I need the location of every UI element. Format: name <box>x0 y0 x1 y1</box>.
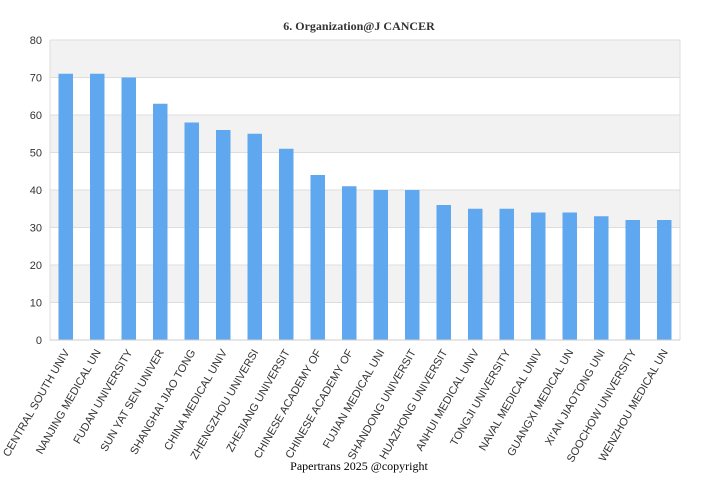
bar <box>58 73 73 340</box>
bar <box>310 175 325 340</box>
grid-band <box>50 227 680 265</box>
bar <box>594 216 609 340</box>
bar <box>184 122 199 340</box>
grid-band <box>50 190 680 228</box>
copyright-credit: Papertrans 2025 @copyright <box>290 459 428 473</box>
bar <box>90 73 105 340</box>
x-tick-label: XI'AN JIAOTONG UNI <box>543 348 608 448</box>
bar <box>216 130 231 340</box>
bar <box>657 220 672 340</box>
bars <box>58 73 672 340</box>
x-tick-label: TONGJI UNIVERSITY <box>448 347 513 448</box>
bar <box>247 133 262 340</box>
y-tick-label: 70 <box>30 73 42 85</box>
x-tick-label: FUDAN UNIVERSITY <box>71 347 135 446</box>
bar <box>531 212 546 340</box>
y-axis-ticks: 0 10 20 30 40 50 60 70 80 <box>30 35 42 347</box>
bar <box>373 190 388 340</box>
y-tick-label: 50 <box>30 148 42 160</box>
grid-band <box>50 115 680 153</box>
y-tick-label: 60 <box>30 110 42 122</box>
bar <box>468 208 483 340</box>
y-tick-label: 40 <box>30 185 42 197</box>
grid-band <box>50 77 680 115</box>
bar <box>436 205 451 340</box>
x-tick-label: FUJIAN MEDICAL UNI <box>321 348 387 451</box>
bar <box>625 220 640 340</box>
grid-band <box>50 40 680 78</box>
bar <box>562 212 577 340</box>
y-tick-label: 10 <box>30 298 42 310</box>
bar <box>279 148 294 340</box>
y-tick-label: 0 <box>36 335 42 347</box>
bar <box>342 186 357 340</box>
grid-band <box>50 265 680 303</box>
grid-band <box>50 302 680 340</box>
chart-title: 6. Organization@J CANCER <box>283 19 435 33</box>
bar <box>499 208 514 340</box>
bar <box>153 103 168 340</box>
y-tick-label: 30 <box>30 223 42 235</box>
y-tick-label: 20 <box>30 260 42 272</box>
y-tick-label: 80 <box>30 35 42 47</box>
bar <box>121 77 136 340</box>
grid-band <box>50 152 680 190</box>
bar <box>405 190 420 340</box>
